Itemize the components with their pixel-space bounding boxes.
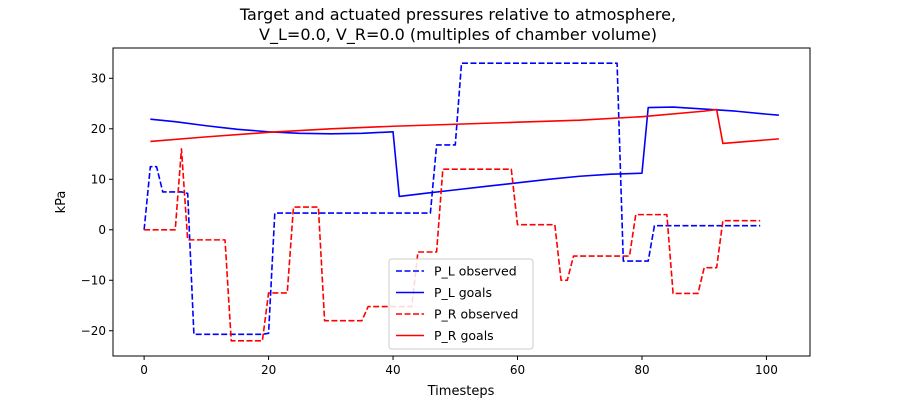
x-tick-label: 60: [510, 363, 525, 377]
y-tick-label: 10: [91, 172, 106, 186]
x-tick-label: 100: [755, 363, 778, 377]
y-tick-label: −10: [81, 273, 106, 287]
y-tick-label: 30: [91, 71, 106, 85]
legend-entry: P_R observed: [434, 307, 518, 322]
y-axis-ticks: −20 −10 0 10 20 30: [81, 71, 113, 338]
series-lines: [143, 62, 779, 342]
y-tick-label: 20: [91, 122, 106, 136]
y-tick-label: 0: [98, 223, 106, 237]
y-tick-label: −20: [81, 324, 106, 338]
series-line-2: [144, 148, 761, 342]
series-line-3: [150, 108, 779, 145]
legend-box: [388, 258, 534, 350]
x-tick-label: 80: [634, 363, 649, 377]
chart-title-line-1: Target and actuated pressures relative t…: [239, 5, 676, 24]
legend-entry: P_R goals: [434, 328, 494, 343]
series-line-0: [143, 62, 761, 336]
x-tick-label: 40: [385, 363, 400, 377]
legend-entry: P_L observed: [434, 264, 517, 279]
legend-entry: P_L goals: [434, 285, 492, 300]
chart-title-line-2: V_L=0.0, V_R=0.0 (multiples of chamber v…: [259, 25, 657, 45]
x-tick-label: 0: [140, 363, 148, 377]
legend: P_L observed P_L goals P_R observed P_R goa…: [388, 258, 534, 350]
plot-area-frame: [112, 47, 811, 357]
y-axis-label: kPa: [54, 191, 69, 214]
series-line-1: [150, 106, 779, 198]
x-tick-label: 20: [261, 363, 276, 377]
x-axis-label: Timesteps: [427, 384, 495, 399]
x-axis-ticks: 0 20 40 60 80 100: [140, 356, 778, 377]
